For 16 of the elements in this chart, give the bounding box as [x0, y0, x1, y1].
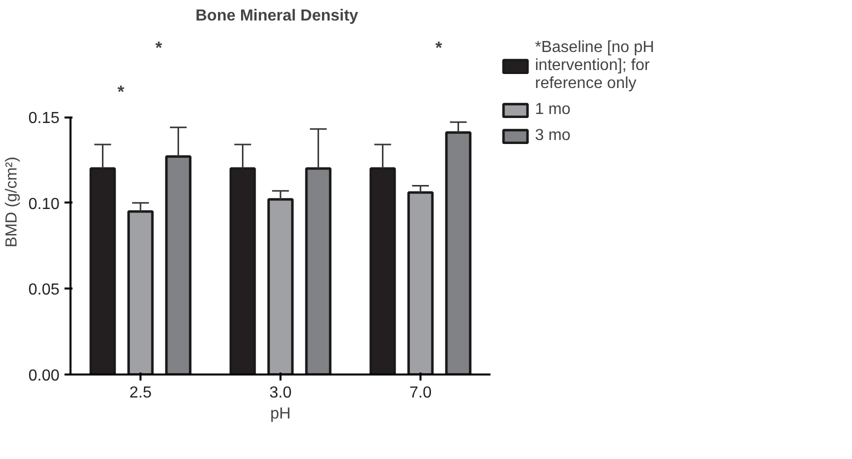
y-tick-label: 0.00: [28, 368, 60, 384]
x-tick-label: 7.0: [409, 384, 432, 402]
text: *: [435, 38, 442, 58]
x-tick-label: 2.5: [129, 384, 152, 402]
y-tick-label: 0.10: [28, 196, 60, 213]
legend-label: *Baseline [no pH intervention]; for reference only: [535, 39, 654, 93]
chart-title: Bone Mineral Density: [196, 8, 358, 24]
text: *: [118, 81, 125, 102]
y-axis-title: BMD (g/cm²): [3, 156, 20, 248]
legend-label: 1 mo: [535, 101, 571, 119]
legend-label: 3 mo: [535, 127, 571, 145]
y-tick-label: 0.05: [28, 282, 60, 299]
y-tick-label: 0.15: [28, 110, 60, 128]
x-tick-label: 3.0: [269, 384, 292, 402]
text: *: [155, 38, 162, 58]
x-axis-title: pH: [270, 406, 291, 422]
